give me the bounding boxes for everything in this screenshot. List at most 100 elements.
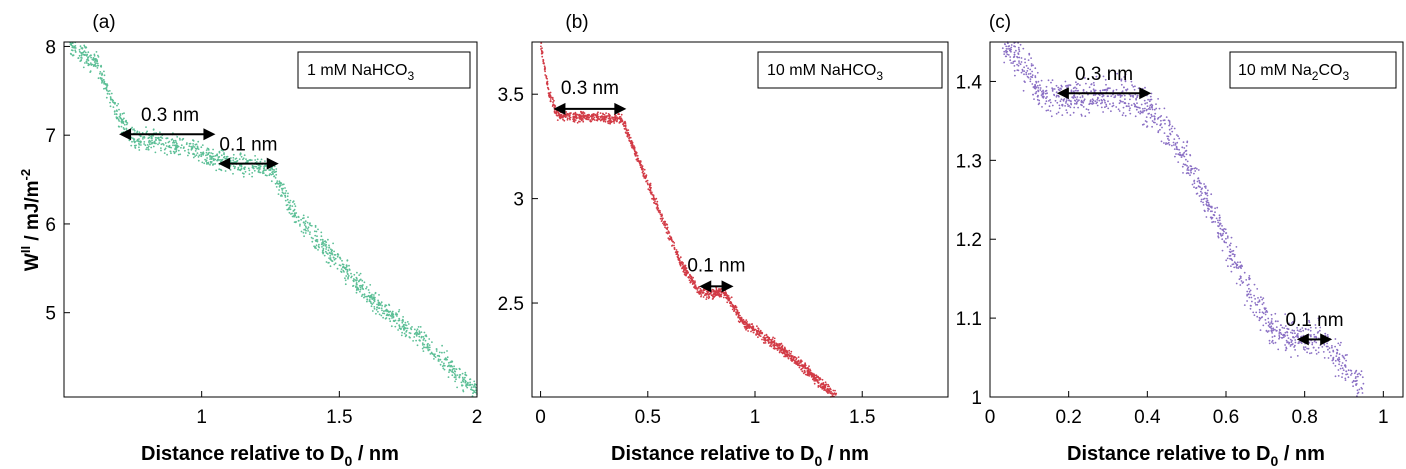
panel-a-legend-box xyxy=(297,51,471,89)
panel-b-data-point xyxy=(551,96,554,99)
panel-c-data-point xyxy=(1249,293,1252,296)
panel-c-data-point xyxy=(1338,360,1341,363)
panel-a-data-point xyxy=(197,159,200,162)
panel-a-data-point xyxy=(71,49,74,52)
panel-a-data-point xyxy=(274,177,277,179)
panel-a-data-point xyxy=(218,168,221,171)
panel-b-data-point xyxy=(541,52,543,55)
panel-b-data-point xyxy=(826,387,829,390)
panel-a-data-point xyxy=(395,312,397,314)
panel-c-data-point xyxy=(1198,195,1201,197)
panel-c-data-point xyxy=(1159,128,1161,131)
panel-a-data-point xyxy=(70,44,73,47)
panel-b-data-point xyxy=(689,277,692,280)
panel-a-data-point xyxy=(106,85,108,87)
panel-a-data-point xyxy=(414,332,416,335)
panel-b-data-point xyxy=(586,118,588,121)
panel-a-data-point xyxy=(286,198,289,201)
panel-b-data-point xyxy=(817,384,820,387)
panel-b-data-point xyxy=(665,227,668,230)
panel-a-data-point xyxy=(284,187,286,189)
panel-c-data-point xyxy=(1308,319,1310,322)
panel-a-data-point xyxy=(138,146,140,149)
panel-a-data-point xyxy=(105,86,108,89)
panel-c-data-point xyxy=(1239,261,1242,264)
panel-c-data-point xyxy=(1205,216,1208,218)
panel-c-data-point xyxy=(1104,101,1106,104)
panel-b-data-point xyxy=(763,338,766,340)
panel-a-data-point xyxy=(264,174,267,177)
panel-c-data-point xyxy=(1217,235,1220,238)
panel-b-data-point xyxy=(617,117,620,120)
panel-a-data-point xyxy=(406,327,409,330)
panel-c-data-point xyxy=(1126,105,1128,108)
panel-c-data-point xyxy=(1341,376,1343,378)
panel-b-data-point xyxy=(617,113,620,115)
panel-c-data-point xyxy=(1079,96,1082,99)
panel-c-annotation-arrowhead-left xyxy=(1056,87,1069,100)
panel-c-data-point xyxy=(1023,80,1026,83)
panel-c-data-point xyxy=(1079,84,1081,86)
panel-b-data-point xyxy=(835,392,838,395)
panel-a-data-point xyxy=(218,150,221,153)
panel-a-data-point xyxy=(230,157,232,159)
panel-c-data-point xyxy=(1262,302,1265,304)
panel-a-data-point xyxy=(404,335,407,338)
panel-c-data-point xyxy=(1081,95,1084,97)
panel-a-data-point xyxy=(428,338,431,340)
panel-a-data-point xyxy=(209,163,211,166)
panel-b-data-point xyxy=(709,291,712,294)
panel-a-data-point xyxy=(401,319,404,322)
panel-c-data-point xyxy=(1066,111,1069,114)
panel-a-data-point xyxy=(107,90,110,93)
panel-c-data-point xyxy=(1151,108,1154,111)
panel-c-data-point xyxy=(1105,105,1108,108)
panel-a-data-point xyxy=(383,310,385,313)
panel-c-data-point xyxy=(1168,120,1171,123)
panel-c-data-point xyxy=(1093,90,1096,93)
panel-b-data-point xyxy=(798,364,801,367)
panel-a-data-point xyxy=(278,182,281,185)
panel-c-data-point xyxy=(1128,105,1130,108)
panel-c-data-point xyxy=(1213,214,1216,217)
panel-a-data-point xyxy=(81,57,83,59)
panel-c-data-point xyxy=(1052,88,1054,90)
panel-a-data-point xyxy=(119,113,122,115)
panel-b-data-point xyxy=(559,114,561,117)
panel-a-data-point xyxy=(304,232,307,234)
panel-b-data-point xyxy=(718,288,720,290)
panel-b-data-point xyxy=(795,358,797,361)
panel-a-data-point xyxy=(175,146,178,149)
panel-a-data-point xyxy=(96,64,99,67)
panel-a-data-point xyxy=(380,301,383,304)
panel-c-data-point xyxy=(1330,354,1332,357)
panel-c-data-point xyxy=(1336,352,1338,355)
panel-a-data-point xyxy=(441,361,443,363)
panel-a-data-point xyxy=(381,309,383,312)
panel-c-data-point xyxy=(1211,210,1213,213)
panel-c-x-tick-label: 0 xyxy=(985,407,996,428)
panel-a-data-point xyxy=(209,156,211,158)
panel-a-data-point xyxy=(356,271,358,274)
panel-b-data-point xyxy=(727,297,730,299)
panel-b-data-point xyxy=(578,120,580,123)
panel-c-data-point xyxy=(1225,241,1227,244)
panel-c-data-point xyxy=(1034,84,1037,87)
panel-a-data-point xyxy=(293,212,296,215)
panel-c-data-point xyxy=(1035,91,1038,93)
panel-c-data-point xyxy=(1009,59,1012,62)
panel-c-data-point xyxy=(1144,107,1146,110)
panel-b-data-point xyxy=(659,210,661,212)
panel-a-data-point xyxy=(407,323,410,325)
panel-b-data-point xyxy=(798,362,801,364)
panel-c-data-point xyxy=(1167,141,1170,144)
panel-c-y-tick-label: 1.3 xyxy=(956,151,982,172)
panel-c-data-point xyxy=(1036,84,1039,87)
panel-b-data-point xyxy=(584,115,587,117)
panel-b-data-point xyxy=(593,116,596,119)
panel-c-data-point xyxy=(1210,217,1213,220)
panel-b-data-point xyxy=(766,336,768,339)
panel-a-data-point xyxy=(384,317,387,320)
panel-c-data-point xyxy=(1261,298,1264,301)
panel-b-data-point xyxy=(717,293,720,296)
